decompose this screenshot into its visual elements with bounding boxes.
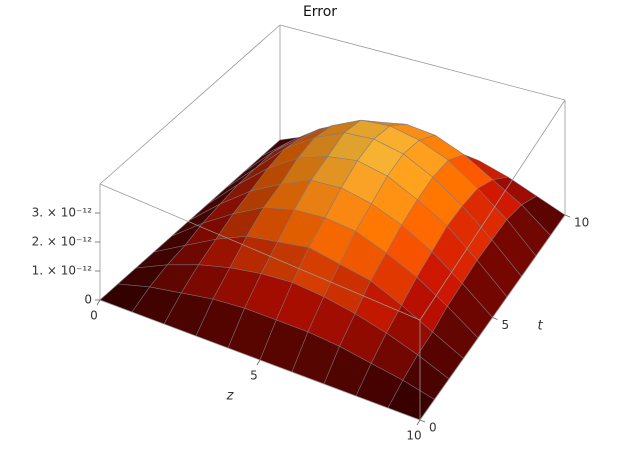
y-tick-label: 10: [574, 216, 589, 230]
box-edge: [99, 183, 421, 321]
x-tick-label: 5: [250, 369, 258, 383]
y-tick: [564, 214, 571, 218]
z-tick-label: 1. × 10⁻¹²: [32, 264, 93, 278]
x-tick: [416, 419, 421, 426]
z-tick-label: 2. × 10⁻¹²: [32, 235, 93, 249]
x-tick-label: 0: [90, 309, 98, 323]
z-tick-label: 3. × 10⁻¹²: [32, 206, 93, 220]
x-tick: [256, 359, 261, 366]
y-tick: [492, 317, 498, 320]
box-edge: [419, 99, 566, 321]
y-tick: [419, 419, 426, 423]
chart-title: Error: [303, 4, 337, 20]
x-axis-label: z: [226, 389, 235, 404]
x-tick: [96, 299, 101, 306]
box-edge: [99, 24, 281, 185]
x-tick-label: 10: [406, 429, 421, 443]
y-axis-label: t: [537, 319, 543, 334]
z-tick-label: 0: [84, 293, 92, 307]
y-tick-label: 5: [502, 318, 510, 332]
box-edge: [279, 24, 566, 101]
y-tick-label: 0: [429, 421, 437, 435]
